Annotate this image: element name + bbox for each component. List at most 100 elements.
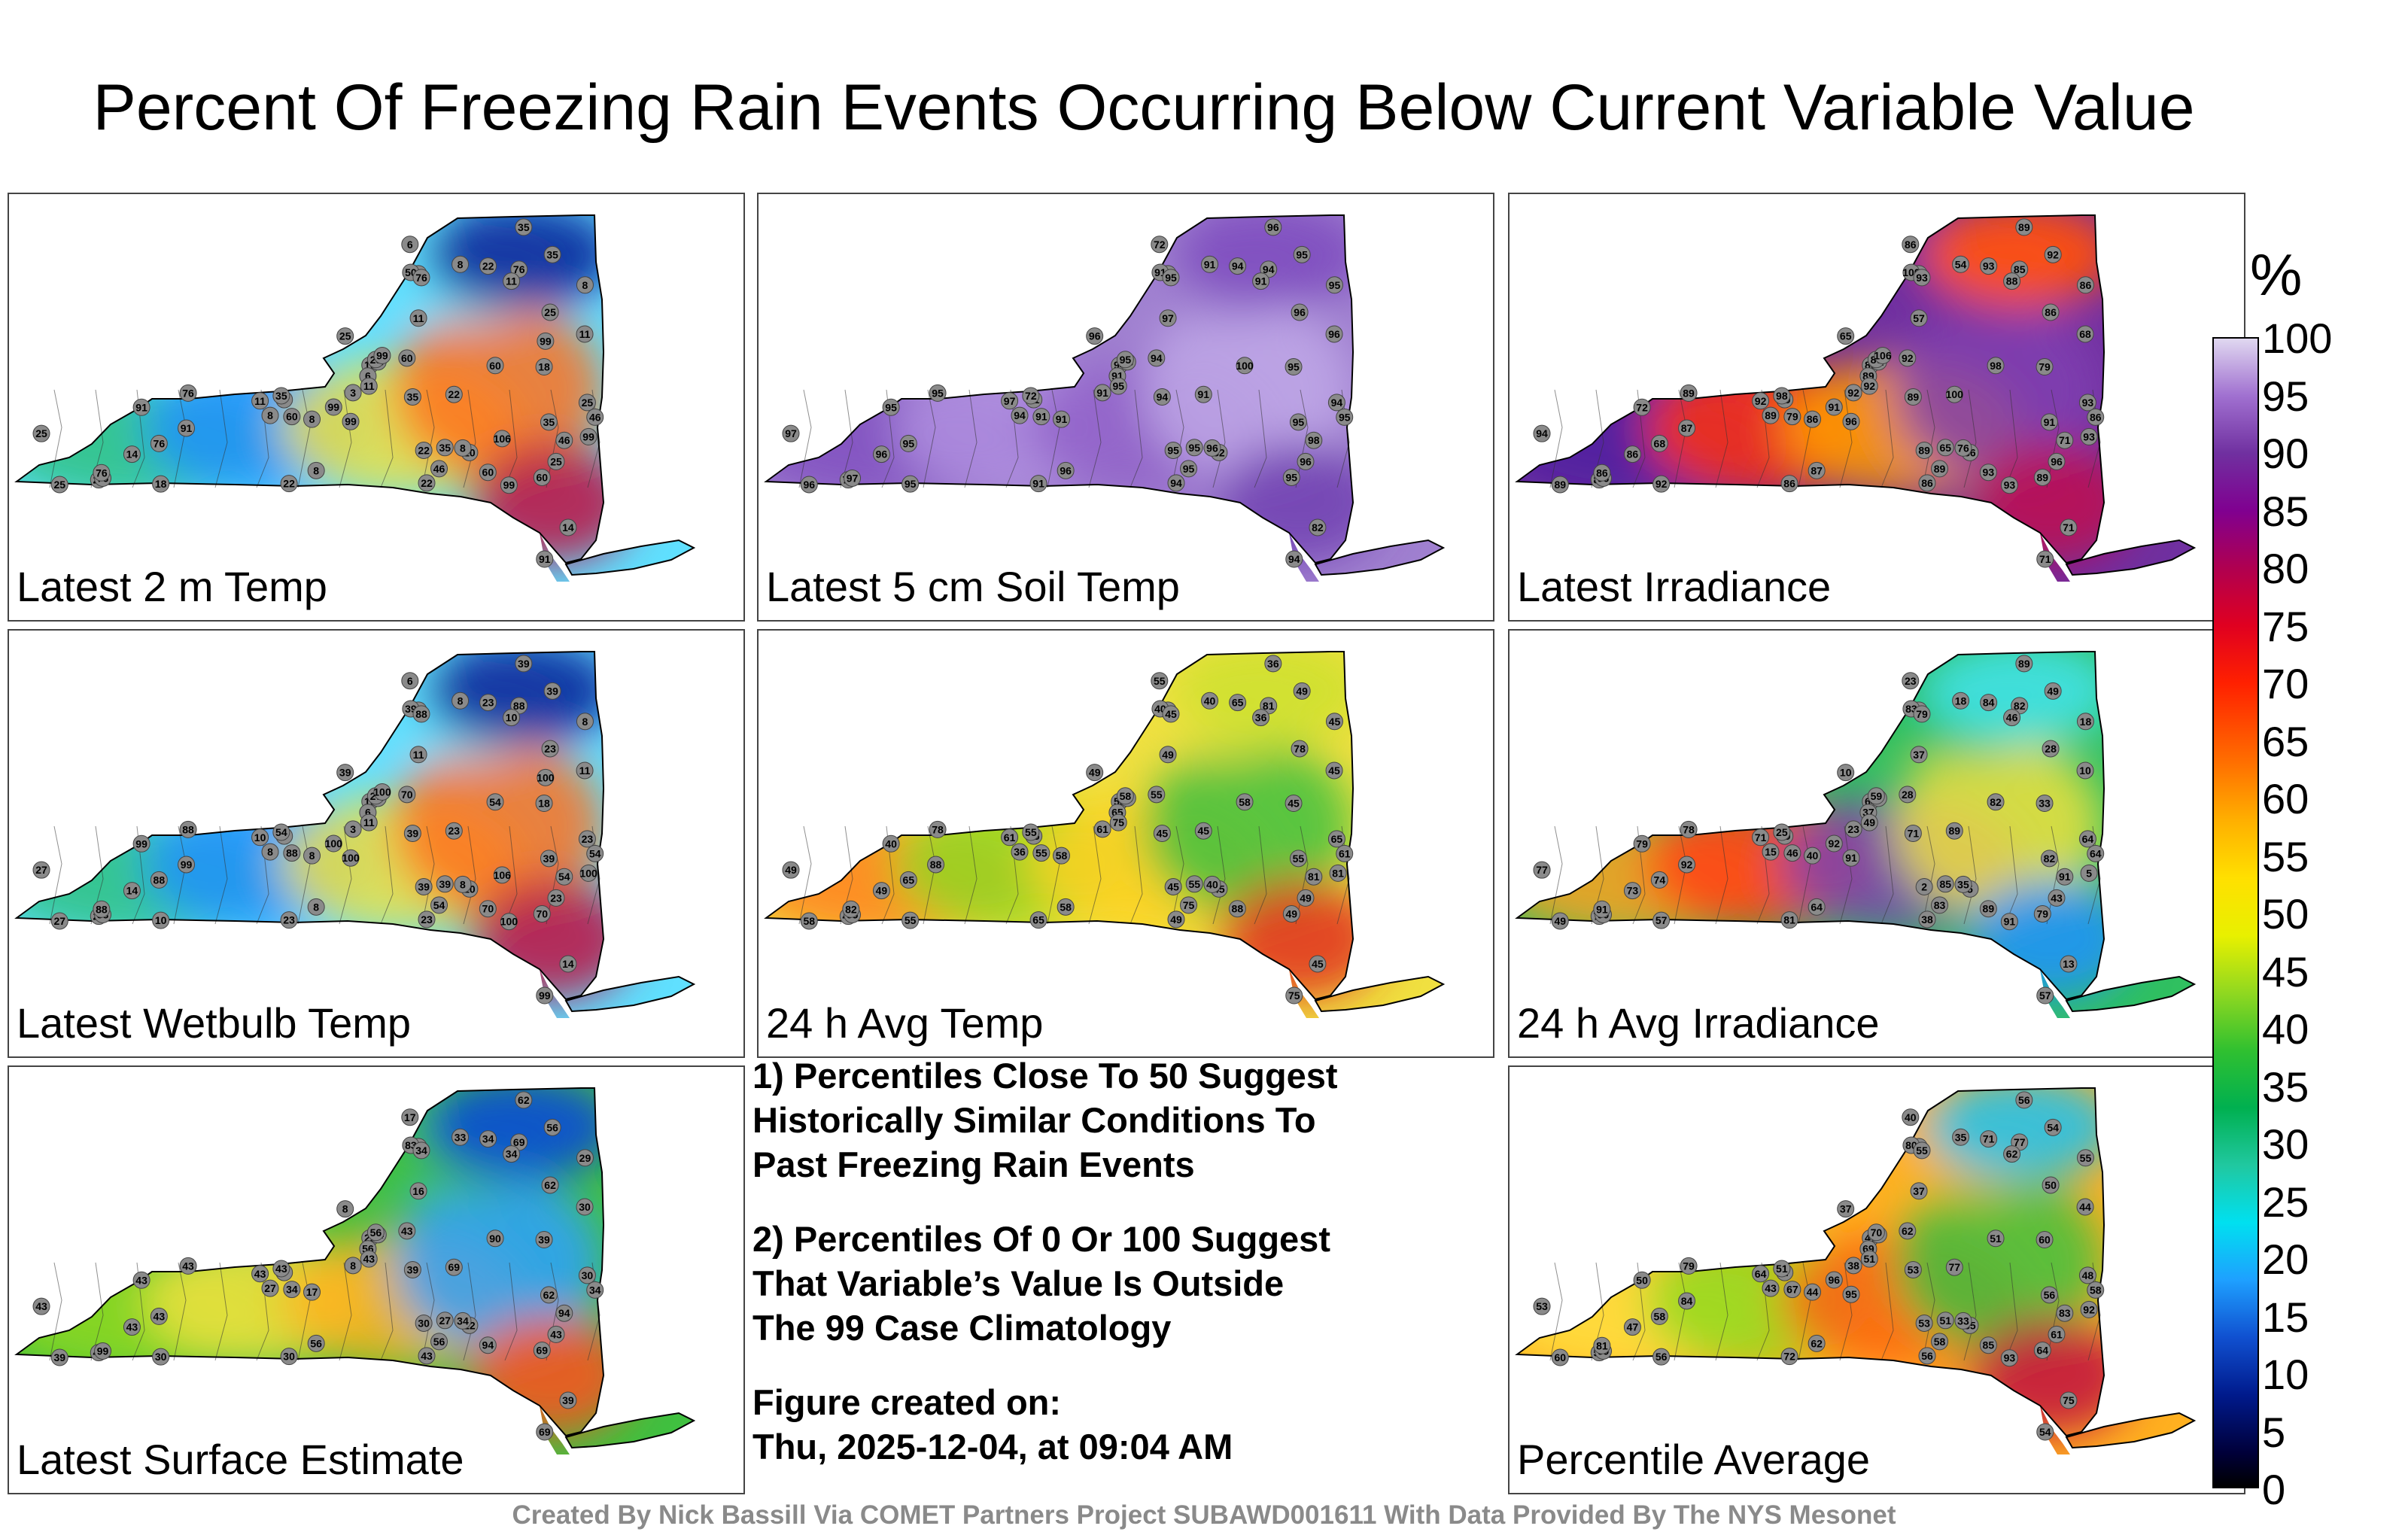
colorbar-tick-label: 30 [2262,1120,2309,1168]
station-marker: 35 [403,388,421,406]
station-marker: 96 [872,445,890,464]
svg-text:37: 37 [1913,1185,1925,1197]
svg-text:25: 25 [582,397,594,409]
svg-text:58: 58 [803,915,815,927]
station-marker: 34 [479,1130,497,1148]
svg-text:54: 54 [489,796,501,808]
station-marker: 91 [536,550,554,568]
station-marker: 27 [32,861,50,879]
svg-text:95: 95 [903,437,915,449]
svg-text:36: 36 [1255,712,1267,724]
station-marker: 95 [1293,245,1311,263]
svg-text:43: 43 [254,1268,266,1280]
station-marker: 96 [1057,461,1075,479]
station-marker: 23 [1902,672,1920,690]
svg-text:8: 8 [582,716,588,728]
station-marker: 54 [586,844,604,862]
svg-text:56: 56 [546,1121,558,1133]
svg-text:55: 55 [1035,847,1047,859]
station-marker: 70 [533,904,551,923]
svg-text:8: 8 [582,279,588,291]
station-marker: 39 [336,764,354,782]
svg-text:98: 98 [1308,434,1320,446]
station-marker: 45 [1309,955,1327,973]
svg-text:82: 82 [1312,521,1324,533]
ny-state-map: 9191947295919594979698829596729182969491… [764,214,1446,582]
station-marker: 91 [132,398,150,416]
station-marker: 40 [882,834,900,853]
station-marker: 99 [373,346,391,364]
svg-text:43: 43 [363,1253,375,1265]
station-marker: 35 [543,245,561,263]
station-marker: 49 [1860,813,1878,831]
station-marker: 58 [1116,787,1134,805]
svg-text:43: 43 [550,1328,562,1340]
svg-text:56: 56 [1921,1350,1933,1362]
svg-text:91: 91 [1828,401,1840,413]
station-marker: 94 [1229,257,1247,275]
svg-text:44: 44 [1807,1286,1819,1298]
svg-text:23: 23 [544,743,556,755]
svg-text:94: 94 [1014,409,1026,421]
station-marker: 54 [2044,1118,2062,1136]
station-marker: 75 [1285,986,1303,1005]
svg-text:91: 91 [2059,871,2071,883]
station-marker: 64 [1752,1265,1770,1283]
station-marker: 67 [1783,1281,1801,1299]
station-marker: 100 [579,864,597,882]
svg-text:86: 86 [2080,279,2092,291]
svg-text:75: 75 [1183,899,1195,911]
svg-text:3: 3 [350,823,356,835]
station-marker: 51 [1936,1312,1954,1330]
station-marker: 82 [2040,850,2058,868]
svg-text:79: 79 [1636,837,1648,850]
svg-text:92: 92 [1863,380,1875,392]
svg-text:51: 51 [1776,1263,1788,1275]
svg-text:49: 49 [1554,915,1566,927]
panel-label: 24 h Avg Temp [766,999,1044,1047]
svg-text:100: 100 [1236,360,1254,372]
svg-text:94: 94 [1157,391,1169,403]
station-marker: 2 [1915,878,1933,896]
station-marker: 25 [1773,823,1791,841]
svg-text:100: 100 [579,867,597,879]
svg-text:81: 81 [1308,871,1320,883]
station-marker: 56 [1918,1347,1936,1365]
svg-text:28: 28 [2045,743,2057,755]
station-marker: 58 [1053,847,1071,865]
station-marker: 55 [1289,850,1307,868]
station-marker: 18 [1952,692,1970,710]
station-marker: 46 [555,431,573,449]
station-marker: 23 [541,740,559,758]
station-marker: 57 [2036,986,2054,1005]
station-marker: 11 [409,309,427,327]
svg-text:58: 58 [1934,1336,1946,1348]
station-marker: 40 [1804,847,1822,865]
map-panel-latest-5cm-soil-temp: 9191947295919594979698829596729182969491… [757,193,1494,622]
station-marker: 93 [2080,427,2098,445]
svg-text:45: 45 [1157,827,1169,839]
svg-text:106: 106 [1874,349,1892,361]
svg-text:35: 35 [407,391,419,403]
svg-text:95: 95 [1339,411,1351,423]
station-marker: 81 [1329,864,1347,882]
station-marker: 94 [1153,388,1171,406]
station-marker: 93 [1980,257,1998,275]
svg-text:79: 79 [1786,411,1798,423]
svg-text:79: 79 [1683,1260,1695,1272]
figure-created-timestamp: Figure created on: Thu, 2025-12-04, at 0… [752,1382,1233,1467]
station-marker: 13 [2060,955,2078,973]
svg-text:30: 30 [582,1269,594,1281]
svg-text:94: 94 [1288,553,1300,565]
map-panel-latest-irradiance: 8689868686928689576554868968985471768689… [1508,193,2245,622]
svg-text:6: 6 [407,675,413,687]
station-marker: 99 [579,427,597,445]
station-marker: 79 [1633,834,1651,853]
station-marker: 43 [251,1265,269,1283]
svg-text:91: 91 [1845,852,1857,864]
station-marker: 23 [547,889,565,907]
station-marker: 61 [1336,844,1354,862]
svg-text:72: 72 [1636,401,1648,413]
station-marker: 79 [1680,1257,1698,1275]
station-marker: 56 [2015,1091,2033,1109]
